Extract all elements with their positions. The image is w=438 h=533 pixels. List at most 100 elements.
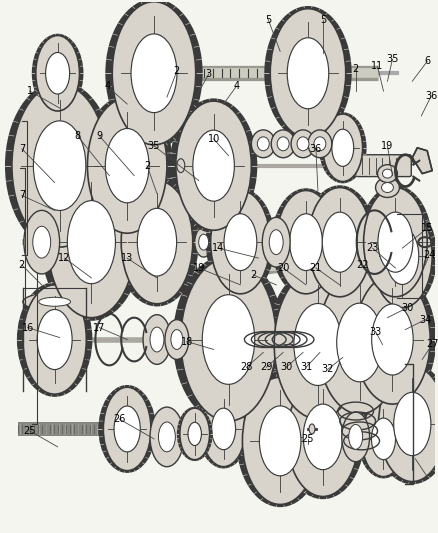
Ellipse shape — [281, 375, 364, 499]
Ellipse shape — [201, 391, 245, 467]
Ellipse shape — [173, 254, 284, 425]
Ellipse shape — [211, 190, 270, 294]
Ellipse shape — [287, 38, 329, 109]
Ellipse shape — [342, 412, 370, 462]
Text: 11: 11 — [371, 61, 384, 71]
Ellipse shape — [32, 34, 84, 113]
Ellipse shape — [297, 137, 309, 151]
Text: 29: 29 — [260, 362, 272, 373]
Ellipse shape — [337, 303, 383, 382]
FancyBboxPatch shape — [356, 155, 411, 176]
Ellipse shape — [137, 208, 177, 276]
Text: 4: 4 — [104, 81, 110, 91]
Ellipse shape — [5, 81, 114, 251]
Ellipse shape — [170, 99, 257, 233]
Ellipse shape — [251, 130, 275, 158]
Text: 23: 23 — [366, 243, 379, 253]
Ellipse shape — [308, 130, 332, 158]
Text: 24: 24 — [423, 250, 435, 260]
Text: 6: 6 — [424, 56, 430, 66]
Ellipse shape — [309, 424, 315, 434]
Ellipse shape — [237, 375, 324, 507]
Ellipse shape — [46, 52, 70, 94]
Text: 33: 33 — [369, 327, 381, 336]
Ellipse shape — [181, 258, 276, 421]
Ellipse shape — [323, 114, 363, 182]
Text: 30: 30 — [280, 362, 292, 373]
Text: 2: 2 — [144, 160, 150, 171]
Ellipse shape — [303, 404, 343, 470]
Text: 5: 5 — [320, 14, 326, 25]
Text: 9: 9 — [96, 131, 102, 141]
Ellipse shape — [67, 200, 116, 284]
Ellipse shape — [99, 385, 156, 473]
Text: 16: 16 — [22, 322, 34, 333]
Ellipse shape — [264, 6, 352, 141]
Ellipse shape — [199, 234, 208, 250]
Text: 8: 8 — [74, 131, 81, 141]
Ellipse shape — [36, 36, 79, 111]
Ellipse shape — [23, 293, 86, 311]
Ellipse shape — [362, 401, 405, 477]
Ellipse shape — [150, 327, 164, 352]
Ellipse shape — [262, 217, 290, 267]
Ellipse shape — [349, 424, 363, 449]
Text: 18: 18 — [180, 336, 193, 346]
Text: 12: 12 — [58, 253, 71, 263]
Ellipse shape — [143, 314, 171, 365]
Ellipse shape — [378, 165, 397, 182]
Ellipse shape — [212, 408, 236, 450]
Text: 25: 25 — [302, 434, 314, 444]
Ellipse shape — [378, 366, 438, 482]
Ellipse shape — [364, 188, 427, 297]
Ellipse shape — [373, 364, 438, 484]
Ellipse shape — [318, 271, 401, 414]
Ellipse shape — [271, 130, 295, 158]
Ellipse shape — [150, 407, 184, 467]
Ellipse shape — [121, 181, 193, 304]
Text: 36: 36 — [425, 91, 437, 101]
Ellipse shape — [269, 230, 283, 255]
Ellipse shape — [41, 164, 142, 321]
Ellipse shape — [33, 121, 86, 211]
Ellipse shape — [373, 205, 432, 308]
Ellipse shape — [303, 185, 377, 299]
Ellipse shape — [224, 214, 257, 271]
Ellipse shape — [198, 390, 249, 469]
Ellipse shape — [33, 227, 51, 258]
Text: 7: 7 — [19, 144, 25, 154]
Ellipse shape — [371, 418, 396, 459]
Ellipse shape — [115, 178, 199, 306]
Ellipse shape — [372, 304, 413, 375]
Text: 2: 2 — [250, 270, 257, 280]
Ellipse shape — [103, 387, 151, 471]
Text: 2: 2 — [174, 66, 180, 76]
Ellipse shape — [242, 377, 318, 504]
Text: 15: 15 — [421, 223, 433, 233]
Ellipse shape — [394, 392, 431, 456]
Ellipse shape — [314, 137, 326, 151]
Text: 7: 7 — [19, 190, 25, 200]
Ellipse shape — [165, 320, 189, 359]
Ellipse shape — [276, 190, 336, 294]
Text: 27: 27 — [426, 340, 438, 350]
Ellipse shape — [322, 212, 357, 272]
Ellipse shape — [311, 268, 408, 417]
Ellipse shape — [319, 112, 367, 183]
Text: 19: 19 — [381, 141, 394, 151]
Ellipse shape — [257, 137, 269, 151]
Ellipse shape — [195, 227, 212, 257]
Ellipse shape — [270, 9, 346, 138]
Ellipse shape — [177, 159, 185, 173]
Text: 10: 10 — [208, 134, 220, 144]
Ellipse shape — [202, 295, 255, 384]
Ellipse shape — [259, 406, 301, 476]
Ellipse shape — [355, 275, 430, 404]
Ellipse shape — [17, 282, 92, 397]
Ellipse shape — [206, 188, 275, 296]
Ellipse shape — [378, 212, 413, 272]
Ellipse shape — [188, 422, 201, 446]
Ellipse shape — [12, 84, 107, 247]
Ellipse shape — [180, 408, 210, 460]
Text: 2: 2 — [19, 260, 25, 270]
